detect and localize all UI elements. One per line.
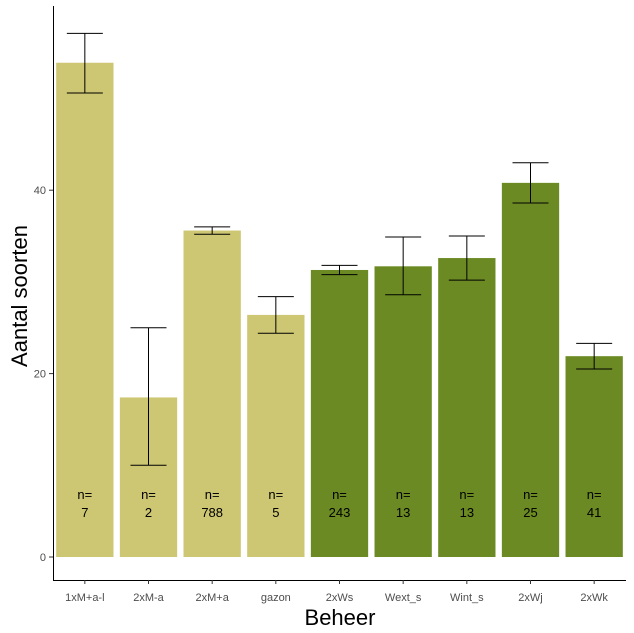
bar-2xWs	[310, 269, 369, 557]
n-label-value: 788	[201, 505, 223, 520]
n-label-prefix: n=	[205, 487, 220, 502]
error-bar-2xWj	[512, 162, 549, 204]
x-axis-title: Beheer	[305, 605, 376, 630]
error-bars-layer	[66, 32, 613, 466]
y-tick-label: 40	[34, 185, 46, 197]
error-bar-Wint_s	[448, 235, 485, 281]
x-tick-label: 1xM+a-l	[65, 592, 104, 604]
n-label-value: 13	[396, 505, 410, 520]
bar-2xM+a	[183, 230, 241, 557]
bar-Wext_s	[374, 266, 432, 557]
error-bar-Wext_s	[385, 236, 422, 296]
n-label-prefix: n=	[332, 487, 347, 502]
n-label-value: 5	[272, 505, 279, 520]
x-ticks: 1xM+a-l 2xM-a 2xM+a gazon 2xWs Wext_s Wint_s 2x…	[65, 580, 608, 604]
error-bar-2xWs	[321, 264, 358, 276]
x-tick-label: gazon	[261, 592, 291, 604]
bar-2xWk	[565, 356, 623, 557]
n-label-value: 13	[460, 505, 474, 520]
x-tick-label: 2xWk	[580, 592, 608, 604]
n-label-value: 2	[145, 505, 152, 520]
x-tick-label: 2xM+a	[196, 592, 230, 604]
error-bar-2xM+a	[194, 226, 231, 235]
error-bar-2xWk	[576, 342, 613, 370]
n-label-prefix: n=	[141, 487, 156, 502]
x-tick-label: 2xWs	[326, 592, 354, 604]
bar-2xWj	[501, 182, 560, 557]
n-label-prefix: n=	[459, 487, 474, 502]
x-tick-label: Wint_s	[450, 592, 484, 604]
n-label-value: 243	[329, 505, 351, 520]
y-ticks: 0 20 40	[34, 185, 53, 564]
error-bar-gazon	[257, 296, 294, 334]
bar-gazon	[247, 314, 305, 557]
n-label-value: 25	[523, 505, 537, 520]
y-tick-label: 0	[40, 552, 46, 564]
error-bar-2xM-a	[130, 327, 167, 466]
bars-layer	[56, 62, 623, 557]
n-label-value: 7	[81, 505, 88, 520]
bar-Wint_s	[438, 258, 496, 557]
n-label-prefix: n=	[587, 487, 602, 502]
y-tick-label: 20	[34, 369, 46, 381]
n-label-prefix: n=	[523, 487, 538, 502]
n-label-prefix: n=	[396, 487, 411, 502]
x-tick-label: 2xWj	[518, 592, 542, 604]
n-label-prefix: n=	[77, 487, 92, 502]
bar-1xM+a-l	[56, 62, 114, 557]
n-labels-layer: n= 7 n= 2 n= 788 n= 5 n= 243 n= 13 n= 13 n= 25 n= 41	[77, 487, 601, 520]
y-axis-title: Aantal soorten	[7, 225, 32, 367]
n-label-value: 41	[587, 505, 601, 520]
x-tick-label: Wext_s	[385, 592, 422, 604]
x-tick-label: 2xM-a	[133, 592, 164, 604]
error-bar-1xM+a-l	[66, 32, 103, 94]
n-label-prefix: n=	[268, 487, 283, 502]
